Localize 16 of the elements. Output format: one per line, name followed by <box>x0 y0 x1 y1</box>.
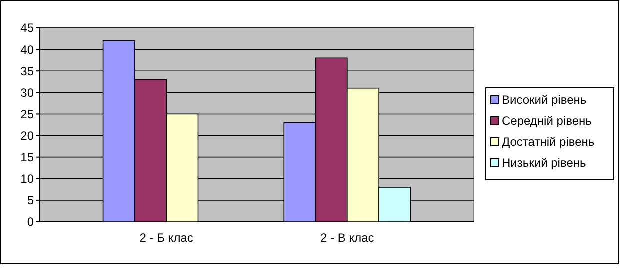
legend-label: Достатній рівень <box>502 135 595 150</box>
x-tick-label: 2 - Б клас <box>140 231 194 245</box>
y-tick-label: 10 <box>20 172 34 186</box>
y-tick-label: 45 <box>20 21 34 36</box>
y-tick-label: 35 <box>20 64 34 78</box>
y-tick-label: 40 <box>20 42 34 57</box>
x-tick-label: 2 - В клас <box>320 231 374 245</box>
y-tick-label: 30 <box>20 86 34 100</box>
legend-label: Низький рівень <box>502 156 586 170</box>
legend-label: Високий рівень <box>502 93 587 108</box>
y-tick-label: 5 <box>27 194 34 208</box>
legend-label: Середній рівень <box>502 114 592 128</box>
y-tick-label: 15 <box>20 150 34 165</box>
y-tick-label: 0 <box>27 215 34 230</box>
y-tick-label: 20 <box>20 128 34 143</box>
y-tick-label: 25 <box>20 107 34 122</box>
